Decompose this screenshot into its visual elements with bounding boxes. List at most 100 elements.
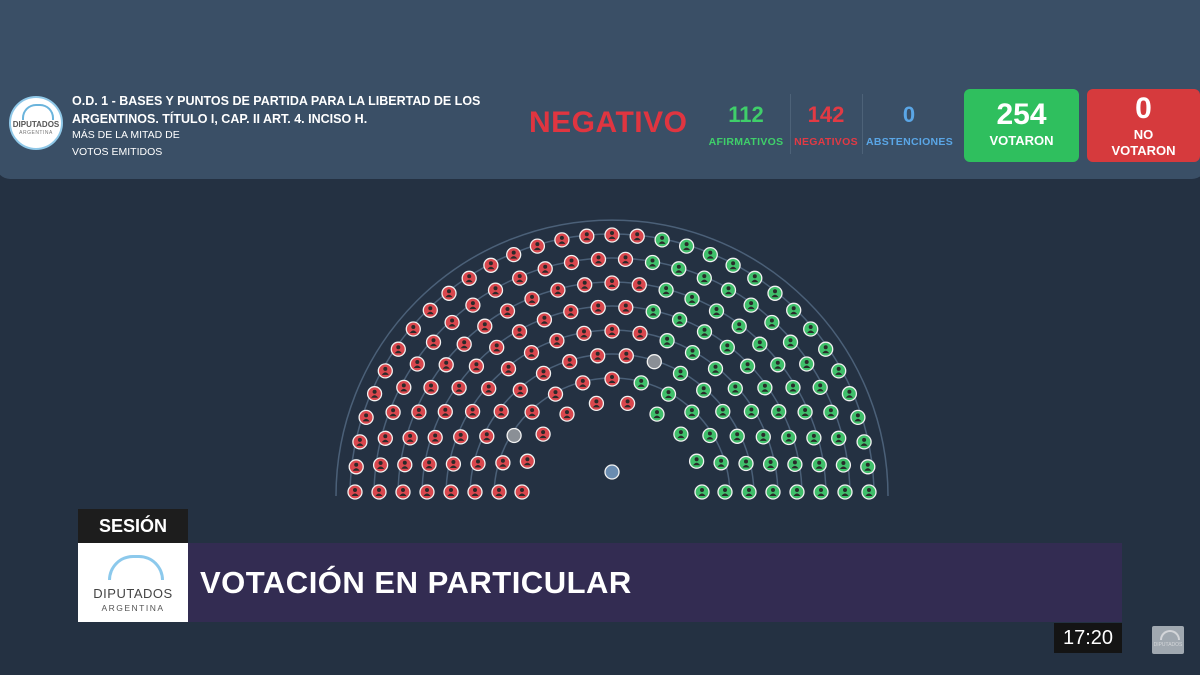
seat-affirmative bbox=[813, 484, 829, 500]
seat-negative bbox=[405, 321, 421, 337]
seat-affirmative bbox=[738, 455, 754, 472]
seat-affirmative bbox=[767, 285, 783, 301]
seat-affirmative bbox=[727, 380, 743, 397]
seat-negative bbox=[619, 395, 636, 412]
seat-negative bbox=[348, 459, 364, 475]
seat-negative bbox=[604, 227, 620, 243]
seat-negative bbox=[512, 270, 528, 286]
seat-negative bbox=[347, 484, 363, 500]
seat-affirmative bbox=[713, 455, 729, 471]
seat-negative bbox=[377, 363, 393, 379]
no-votaron-label-1: NO bbox=[1133, 127, 1154, 142]
logo-arc-icon bbox=[1160, 630, 1180, 640]
seat-negative bbox=[550, 282, 566, 298]
seat-negative bbox=[563, 254, 580, 271]
seat-negative bbox=[451, 380, 467, 396]
seat-affirmative bbox=[717, 484, 733, 500]
session-tag: SESIÓN bbox=[78, 509, 188, 543]
seat-negative bbox=[489, 339, 505, 356]
seat-negative bbox=[632, 325, 648, 342]
divider bbox=[790, 94, 791, 154]
seat-negative bbox=[535, 426, 551, 442]
abstenciones-stat: 0 ABSTENCIONES bbox=[866, 100, 953, 148]
seat-affirmative bbox=[785, 379, 801, 396]
seat-affirmative bbox=[799, 356, 815, 372]
logo-arc-icon bbox=[22, 104, 54, 120]
seat-negative bbox=[409, 356, 425, 372]
clock: 17:20 bbox=[1054, 623, 1122, 653]
seat-affirmative bbox=[781, 429, 797, 446]
seat-affirmative bbox=[649, 406, 665, 422]
seat-negative bbox=[397, 457, 413, 473]
seat-affirmative bbox=[850, 409, 866, 426]
seat-affirmative bbox=[789, 484, 805, 500]
seat-affirmative bbox=[696, 324, 713, 340]
seat-absent bbox=[646, 354, 662, 370]
seat-affirmative bbox=[654, 232, 670, 248]
seat-negative bbox=[524, 291, 540, 307]
seat-affirmative bbox=[720, 282, 737, 298]
seat-affirmative bbox=[673, 426, 689, 442]
seat-affirmative bbox=[812, 379, 828, 396]
seat-affirmative bbox=[702, 427, 718, 444]
seat-affirmative bbox=[771, 404, 787, 420]
seat-affirmative bbox=[747, 270, 763, 286]
seat-negative bbox=[453, 429, 469, 445]
seat-affirmative bbox=[671, 312, 688, 328]
banner-logo-subtext: ARGENTINA bbox=[101, 603, 165, 613]
negativos-stat: 142 NEGATIVOS bbox=[794, 100, 858, 148]
seat-negative bbox=[590, 348, 606, 364]
majority-rule: MÁS DE LA MITAD DE VOTOS EMITIDOS bbox=[72, 127, 180, 161]
seat-affirmative bbox=[831, 430, 847, 446]
seat-affirmative bbox=[811, 457, 827, 473]
seat-affirmative bbox=[841, 386, 858, 402]
votaron-label: VOTARON bbox=[989, 133, 1054, 148]
seat-negative bbox=[481, 380, 497, 397]
seat-affirmative bbox=[633, 375, 649, 391]
seat-affirmative bbox=[708, 303, 725, 319]
seat-affirmative bbox=[658, 282, 674, 298]
seat-negative bbox=[618, 348, 634, 364]
seat-negative bbox=[512, 382, 528, 398]
seat-negative bbox=[395, 484, 411, 500]
seat-affirmative bbox=[645, 303, 661, 320]
seat-negative bbox=[358, 409, 374, 426]
vote-result: NEGATIVO bbox=[529, 106, 688, 139]
diputados-logo: DIPUTADOS ARGENTINA bbox=[9, 96, 63, 150]
seat-negative bbox=[425, 334, 442, 350]
seat-negative bbox=[631, 277, 647, 293]
seat-negative bbox=[352, 434, 368, 450]
seat-affirmative bbox=[694, 484, 710, 500]
seat-affirmative bbox=[731, 318, 747, 334]
abstenciones-count: 0 bbox=[902, 102, 916, 127]
seat-affirmative bbox=[672, 365, 689, 382]
seat-absent bbox=[506, 427, 522, 444]
seat-negative bbox=[495, 455, 511, 471]
seat-negative bbox=[519, 453, 536, 469]
seat-negative bbox=[536, 312, 553, 328]
seat-affirmative bbox=[660, 386, 677, 402]
votaron-count: 254 bbox=[996, 98, 1047, 131]
seat-affirmative bbox=[856, 434, 872, 450]
seat-negative bbox=[554, 232, 570, 248]
seat-negative bbox=[590, 251, 607, 268]
seat-negative bbox=[590, 299, 606, 316]
seat-negative bbox=[629, 228, 645, 244]
seat-affirmative bbox=[755, 429, 771, 445]
afirmativos-stat: 112 AFIRMATIVOS bbox=[708, 100, 784, 148]
seat-affirmative bbox=[671, 261, 687, 277]
seat-affirmative bbox=[764, 314, 780, 331]
seat-negative bbox=[524, 404, 540, 420]
seat-negative bbox=[385, 404, 401, 420]
seat-negative bbox=[423, 379, 439, 396]
seat-affirmative bbox=[787, 456, 803, 473]
seat-negative bbox=[427, 429, 443, 446]
no-votaron-count: 0 bbox=[1135, 92, 1152, 125]
seat-negative bbox=[604, 371, 620, 387]
president-seat bbox=[604, 464, 620, 480]
seat-negative bbox=[547, 386, 564, 402]
seat-negative bbox=[366, 386, 383, 402]
seat-negative bbox=[411, 404, 427, 420]
seat-affirmative bbox=[684, 344, 701, 361]
seat-affirmative bbox=[725, 257, 741, 273]
